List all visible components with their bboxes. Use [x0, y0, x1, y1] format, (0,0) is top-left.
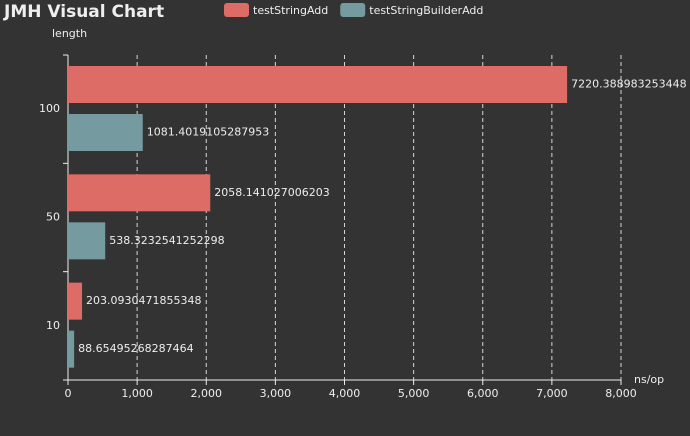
x-tick-label: 6,000 — [467, 387, 499, 400]
value-label: 7220.388983253448 — [571, 78, 686, 91]
x-tick-label: 7,000 — [536, 387, 568, 400]
legend-swatch — [340, 3, 366, 17]
legend-label: testStringAdd — [253, 4, 328, 17]
value-label: 538.3232541252298 — [109, 234, 224, 247]
legend-swatch — [224, 3, 249, 17]
x-tick-label: 3,000 — [260, 387, 292, 400]
x-tick-label: 0 — [65, 387, 72, 400]
chart-title: JMH Visual Chart — [3, 2, 164, 22]
value-label: 203.0930471855348 — [86, 294, 201, 307]
value-label: 2058.141027006203 — [214, 186, 329, 199]
legend-label: testStringBuilderAdd — [369, 4, 483, 17]
x-tick-label: 4,000 — [329, 387, 361, 400]
bar — [68, 66, 568, 103]
x-tick-label: 5,000 — [398, 387, 430, 400]
bar — [68, 330, 75, 368]
bar — [68, 174, 211, 212]
value-label: 88.65495268287464 — [78, 342, 193, 355]
y-axis-label: length — [52, 27, 87, 40]
y-tick-label: 100 — [39, 102, 60, 115]
x-tick-label: 1,000 — [121, 387, 153, 400]
y-tick-label: 50 — [46, 211, 60, 224]
value-label: 1081.4019105287953 — [147, 126, 269, 139]
x-tick-label: 2,000 — [191, 387, 223, 400]
bar — [68, 114, 143, 151]
bar — [68, 282, 83, 320]
bar — [68, 222, 106, 260]
x-tick-label: 8,000 — [605, 387, 637, 400]
y-tick-label: 10 — [46, 319, 60, 332]
x-axis-label: ns/op — [634, 373, 664, 386]
